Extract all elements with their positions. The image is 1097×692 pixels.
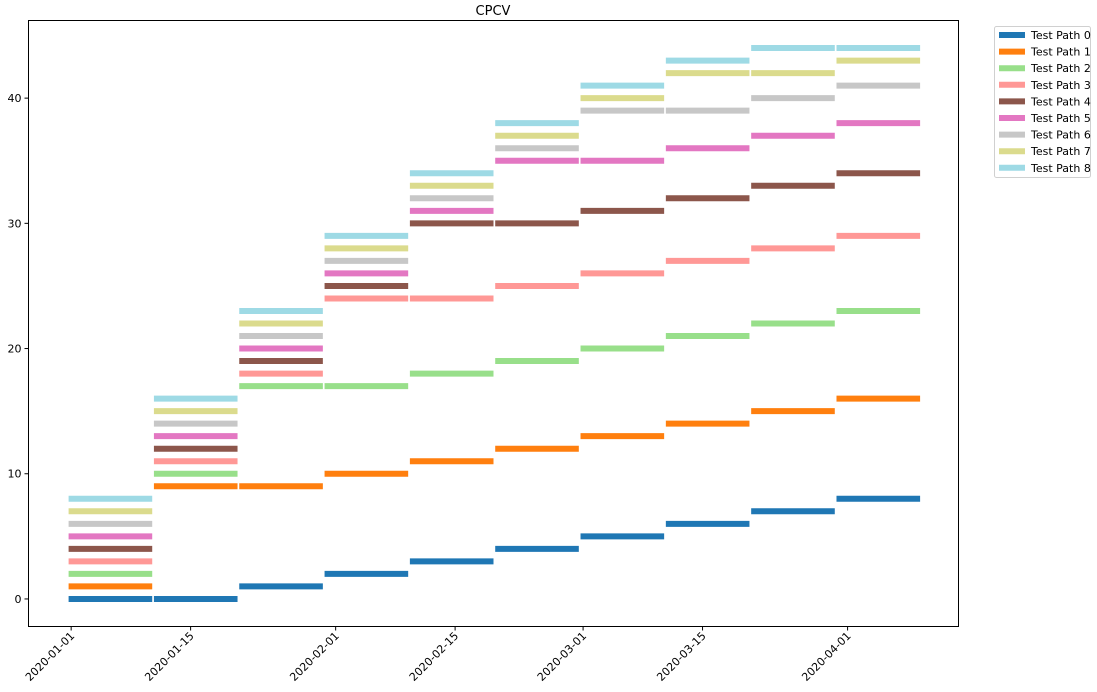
y-tick-label: 30 [8, 217, 22, 230]
x-tick-label: 2020-03-15 [654, 629, 708, 683]
legend: Test Path 0 Test Path 1 Test Path 2 Test Pa… [994, 26, 1091, 178]
chart-title: CPCV [476, 4, 511, 19]
x-tick-label: 2020-02-01 [287, 629, 341, 683]
y-tick-label: 0 [15, 593, 22, 606]
x-tick-label: 2020-02-15 [407, 629, 461, 683]
plot-frame [28, 20, 959, 627]
legend-label: Test Path 4 [1030, 95, 1091, 108]
legend-label: Test Path 3 [1030, 79, 1091, 92]
legend-label: Test Path 8 [1030, 162, 1091, 175]
y-tick-label: 10 [8, 468, 22, 481]
x-tick-label: 2020-04-01 [799, 629, 853, 683]
x-tick-label: 2020-01-01 [23, 629, 77, 683]
x-tick-label: 2020-01-15 [142, 629, 196, 683]
x-tick-label: 2020-03-01 [535, 629, 589, 683]
legend-label: Test Path 2 [1030, 62, 1091, 75]
legend-label: Test Path 0 [1030, 29, 1091, 42]
y-tick-label: 20 [8, 343, 22, 356]
y-tick-label: 40 [8, 92, 22, 105]
legend-label: Test Path 7 [1030, 145, 1091, 158]
legend-label: Test Path 6 [1030, 129, 1091, 142]
legend-label: Test Path 1 [1030, 46, 1091, 59]
legend-frame [994, 26, 1091, 178]
legend-label: Test Path 5 [1030, 112, 1091, 125]
